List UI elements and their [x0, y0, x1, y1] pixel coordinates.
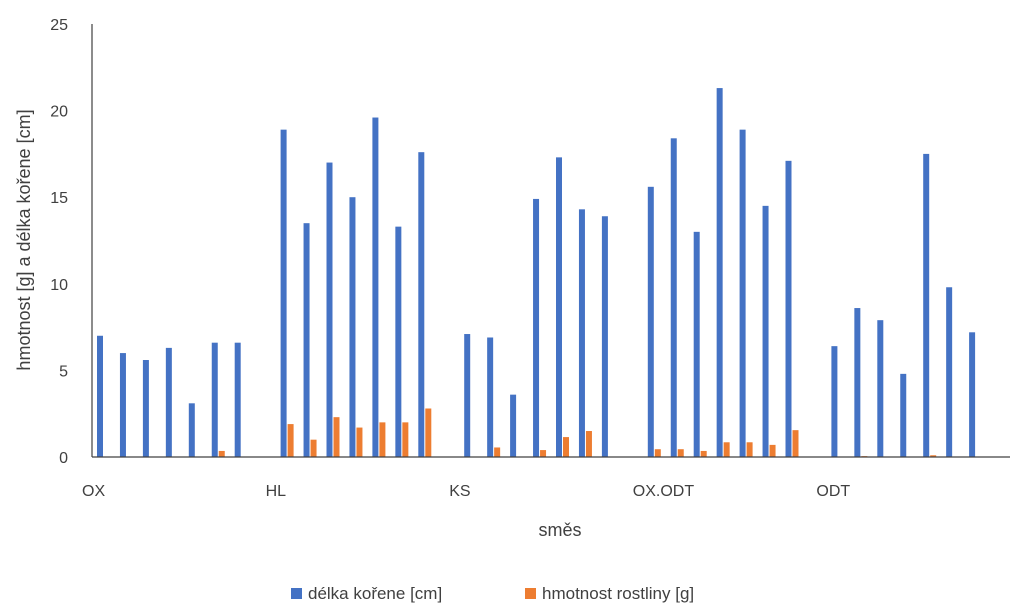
- bar-root-length: [716, 88, 723, 457]
- bar-plant-weight: [769, 444, 776, 457]
- bar-plant-weight: [930, 455, 937, 457]
- y-tick-label: 20: [50, 104, 68, 121]
- y-tick-label: 10: [50, 277, 68, 294]
- bar-root-length: [142, 360, 149, 457]
- bar-root-length: [211, 342, 218, 457]
- y-tick-label: 25: [50, 17, 68, 34]
- x-axis-ticks: OX HL KS OX.ODT ODT: [82, 483, 850, 500]
- bar-plant-weight: [333, 417, 340, 457]
- bar-root-length: [670, 138, 677, 457]
- bar-root-length: [510, 394, 517, 457]
- bar-plant-weight: [654, 449, 661, 457]
- bar-plant-weight: [700, 450, 707, 457]
- y-tick-label: 15: [50, 190, 68, 207]
- bar-root-length: [418, 152, 425, 458]
- y-tick-label: 0: [59, 450, 68, 467]
- y-tick-label: 5: [59, 363, 68, 380]
- bar-root-length: [693, 231, 700, 457]
- bar-root-length: [601, 216, 608, 457]
- bar-root-length: [372, 117, 379, 457]
- bar-root-length: [900, 373, 907, 457]
- bar-root-length: [762, 205, 769, 457]
- legend-item-length: délka kořene [cm]: [291, 584, 442, 603]
- bar-plant-weight: [310, 439, 317, 457]
- bar-plant-weight: [218, 450, 225, 457]
- x-axis-title: směs: [538, 520, 581, 540]
- legend-label-length: délka kořene [cm]: [308, 584, 442, 603]
- y-axis-title: hmotnost [g] a délka kořene [cm]: [14, 109, 34, 370]
- series-1: [218, 408, 937, 457]
- bar-root-length: [533, 198, 540, 457]
- bar-root-length: [739, 129, 746, 457]
- bar-root-length: [165, 347, 172, 457]
- y-axis-ticks: 0 5 10 15 20 25: [50, 17, 68, 467]
- bar-root-length: [188, 403, 195, 457]
- bar-root-length: [946, 287, 953, 457]
- bar-root-length: [280, 129, 287, 457]
- bar-plant-weight: [792, 430, 799, 457]
- legend-swatch-length: [291, 588, 302, 599]
- x-tick-label: KS: [449, 483, 470, 500]
- bar-root-length: [969, 332, 976, 457]
- bar-root-length: [487, 337, 494, 457]
- x-tick-label: ODT: [816, 483, 850, 500]
- bar-plant-weight: [746, 442, 753, 457]
- bar-root-length: [785, 160, 792, 457]
- x-tick-label: OX: [82, 483, 105, 500]
- bar-root-length: [119, 353, 126, 457]
- legend: délka kořene [cm] hmotnost rostliny [g]: [291, 584, 694, 603]
- legend-item-weight: hmotnost rostliny [g]: [525, 584, 694, 603]
- bars-area: [97, 88, 976, 458]
- bar-root-length: [877, 320, 884, 457]
- bar-plant-weight: [287, 424, 294, 457]
- bar-plant-weight: [402, 422, 409, 457]
- bar-plant-weight: [677, 449, 684, 457]
- bar-plant-weight: [585, 431, 592, 457]
- bar-root-length: [303, 223, 310, 457]
- bar-root-length: [395, 226, 402, 457]
- bar-root-length: [923, 153, 930, 457]
- bar-root-length: [854, 308, 861, 457]
- bar-root-length: [234, 342, 241, 457]
- bar-root-length: [831, 346, 838, 457]
- bar-plant-weight: [494, 447, 501, 457]
- bar-plant-weight: [563, 437, 569, 457]
- bar-root-length: [556, 157, 562, 458]
- bar-root-length: [647, 186, 654, 457]
- x-tick-label: OX.ODT: [633, 483, 695, 500]
- bar-root-length: [464, 334, 471, 457]
- bar-root-length: [97, 335, 103, 457]
- bar-plant-weight: [540, 450, 547, 457]
- bar-root-length: [578, 209, 585, 457]
- bar-plant-weight: [379, 422, 386, 457]
- legend-label-weight: hmotnost rostliny [g]: [542, 584, 694, 603]
- bar-root-length: [349, 197, 356, 457]
- bar-plant-weight: [356, 427, 363, 457]
- bar-root-length: [326, 162, 333, 457]
- legend-swatch-weight: [525, 588, 536, 599]
- bar-plant-weight: [425, 408, 432, 457]
- series-0: [97, 88, 976, 458]
- x-tick-label: HL: [266, 483, 287, 500]
- bar-plant-weight: [723, 442, 730, 457]
